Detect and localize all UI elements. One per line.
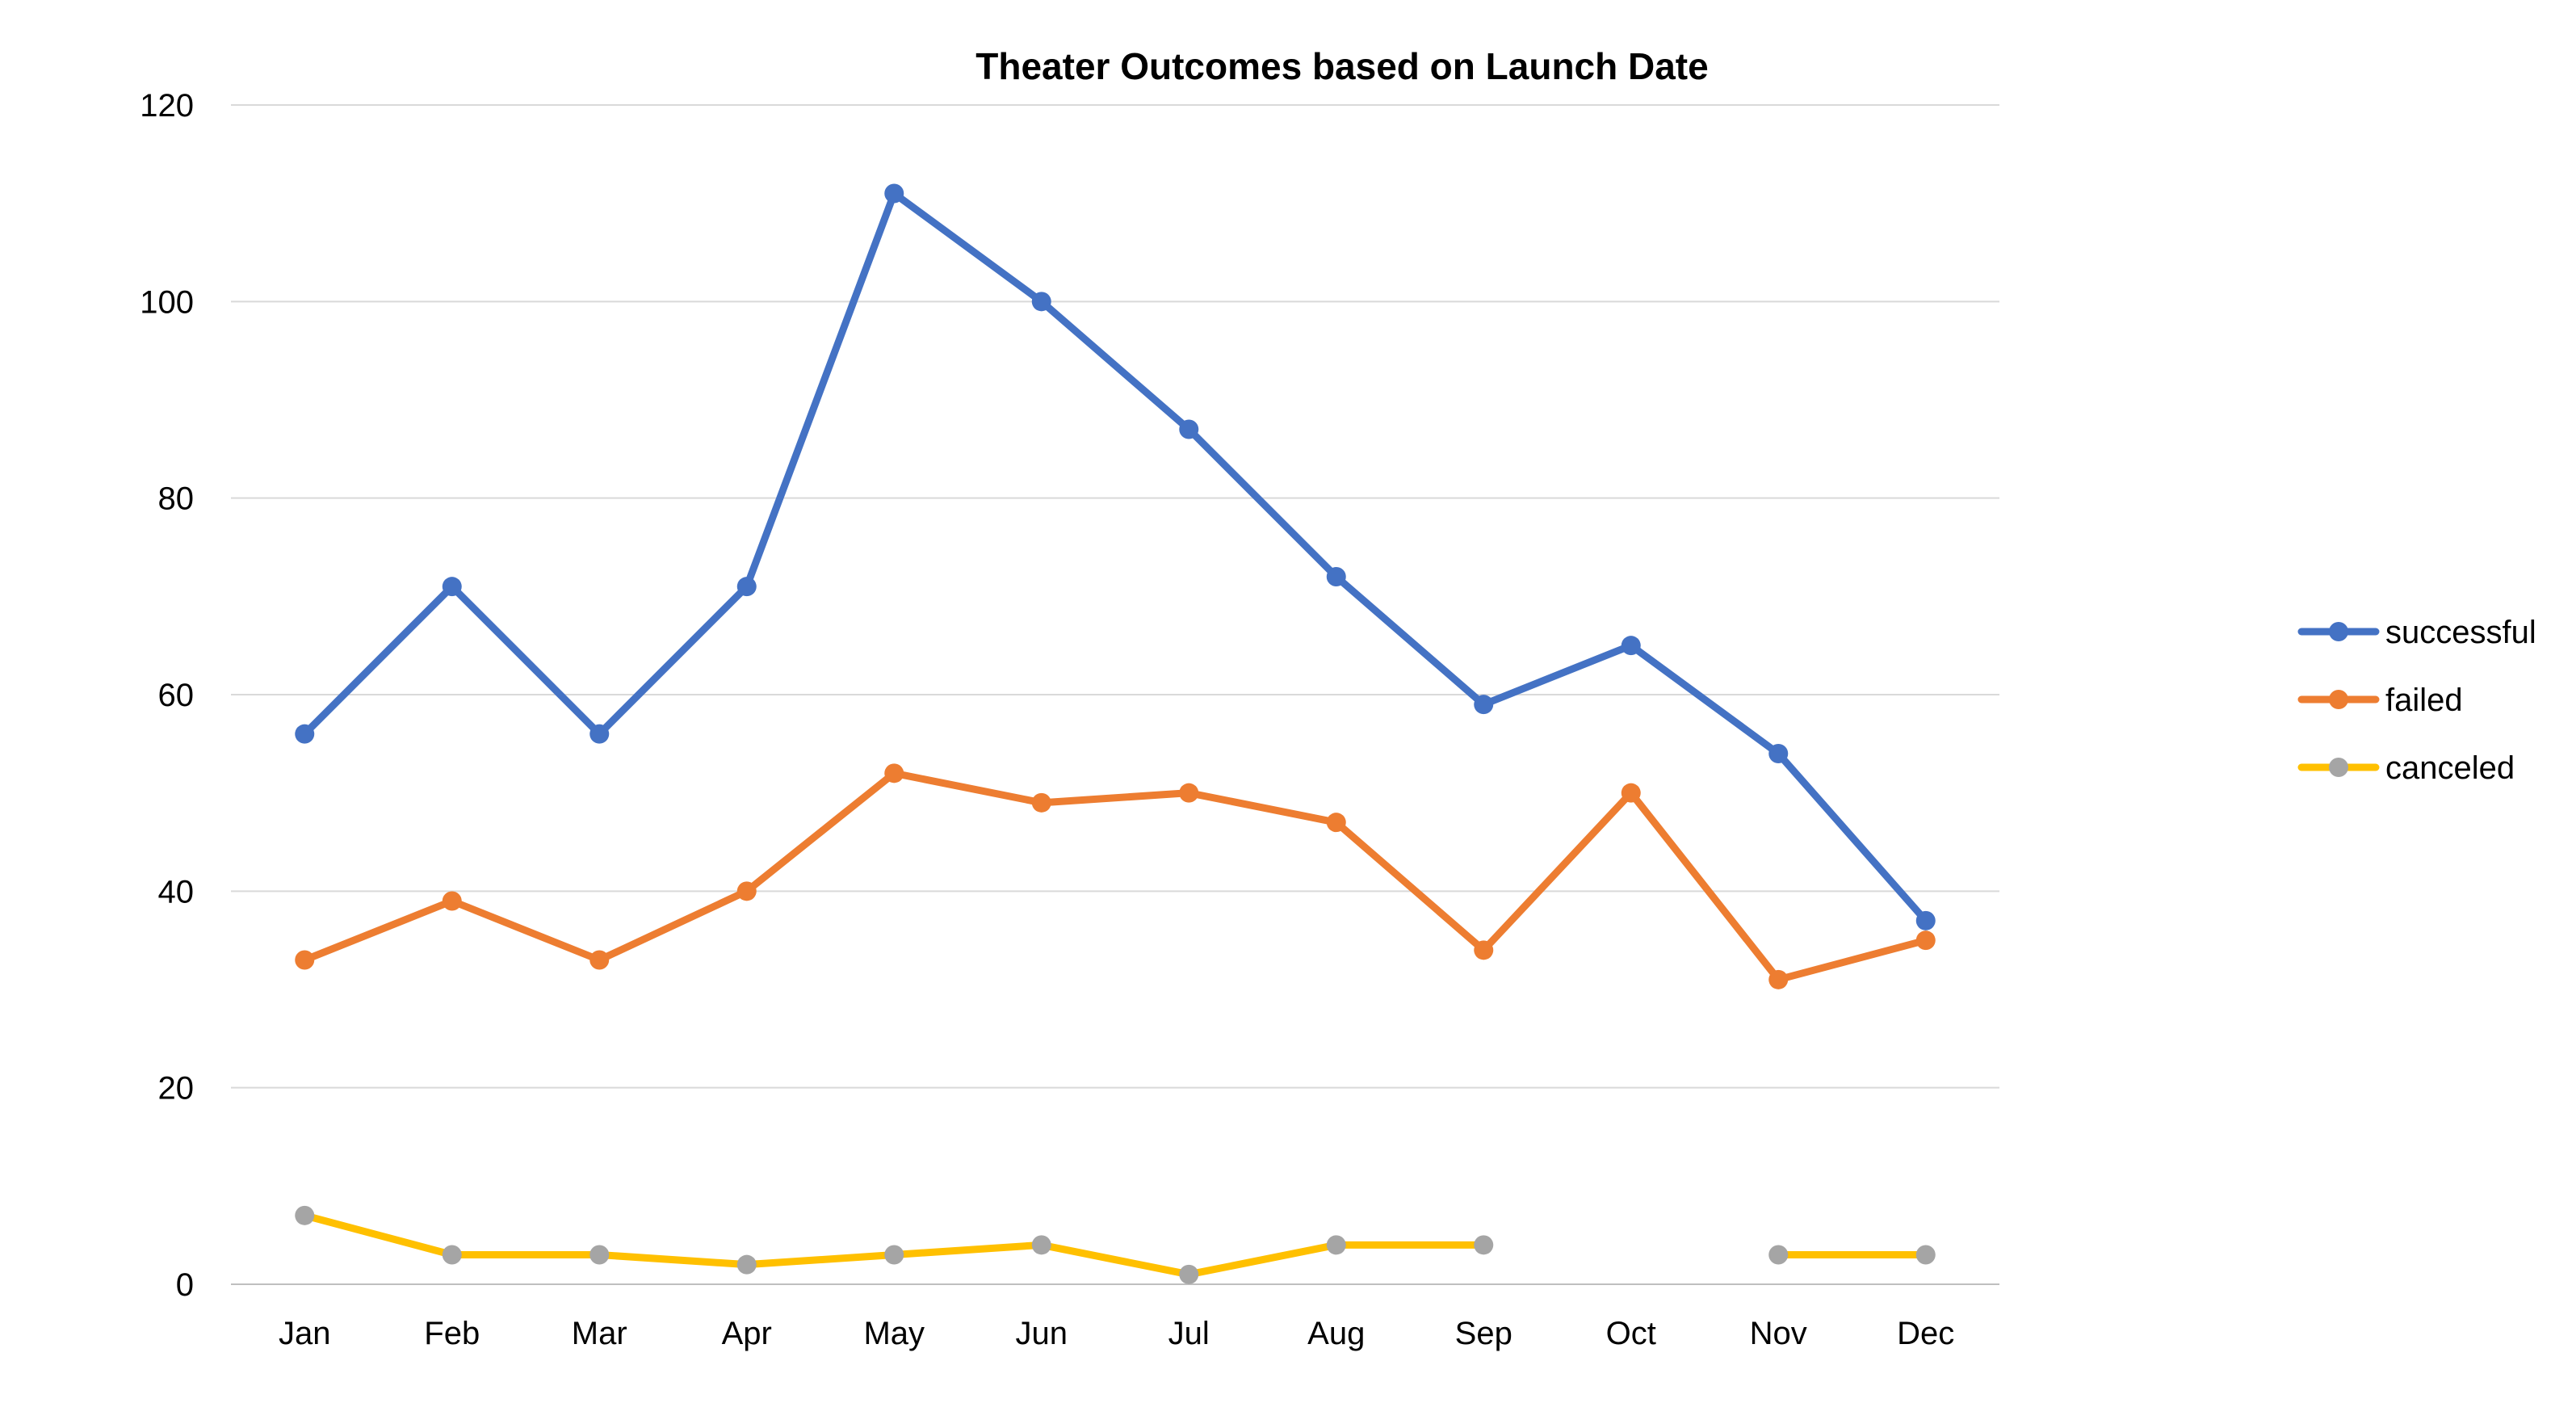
legend-marker — [2329, 758, 2348, 777]
x-tick-label: Sep — [1455, 1316, 1512, 1351]
data-point-successful — [295, 724, 315, 744]
x-tick-label: Nov — [1750, 1316, 1807, 1351]
y-tick-label: 80 — [158, 481, 195, 517]
series-line-successful — [300, 190, 1930, 925]
legend-label: failed — [2385, 683, 2463, 718]
legend-item-canceled: canceled — [2297, 750, 2515, 786]
series-line-failed — [300, 769, 1930, 984]
series-lines — [295, 183, 1936, 1284]
x-tick-label: Jun — [1016, 1316, 1068, 1351]
data-point-successful — [1768, 744, 1789, 763]
data-point-failed — [1768, 969, 1789, 989]
legend: successful failed canceled — [2297, 615, 2536, 786]
data-point-failed — [736, 881, 757, 901]
x-tick-label: Aug — [1307, 1316, 1365, 1351]
data-point-failed — [295, 950, 315, 970]
y-tick-label: 40 — [158, 874, 195, 909]
series-line-canceled — [300, 1212, 1487, 1279]
x-tick-label: Jan — [279, 1316, 331, 1351]
data-point-canceled — [884, 1245, 904, 1265]
x-tick-label: Mar — [572, 1316, 627, 1351]
data-point-failed — [589, 950, 610, 970]
y-tick-label: 100 — [140, 284, 194, 320]
legend-item-failed: failed — [2297, 683, 2463, 718]
data-point-canceled — [1915, 1245, 1936, 1265]
data-point-successful — [1474, 695, 1494, 715]
data-point-canceled — [295, 1205, 315, 1225]
data-point-successful — [1031, 292, 1051, 312]
data-point-successful — [884, 183, 904, 204]
data-point-canceled — [442, 1245, 462, 1265]
data-point-failed — [1915, 930, 1936, 951]
gridlines — [231, 104, 1999, 1285]
legend-marker — [2329, 622, 2348, 641]
data-point-failed — [1621, 783, 1641, 803]
data-point-canceled — [1326, 1235, 1346, 1255]
data-point-failed — [442, 891, 462, 911]
data-point-failed — [884, 763, 904, 783]
data-point-canceled — [1179, 1264, 1199, 1284]
data-point-successful — [736, 577, 757, 597]
data-point-failed — [1326, 813, 1346, 833]
series-successful — [295, 183, 1936, 930]
y-tick-label: 60 — [158, 678, 195, 713]
data-point-successful — [1621, 636, 1641, 656]
data-point-canceled — [1768, 1245, 1789, 1265]
data-point-canceled — [1474, 1235, 1494, 1255]
data-point-failed — [1179, 783, 1199, 803]
data-point-successful — [589, 724, 610, 744]
legend-label: canceled — [2385, 750, 2515, 786]
y-tick-label: 0 — [176, 1267, 194, 1303]
data-point-canceled — [1031, 1235, 1051, 1255]
x-tick-label: Jul — [1168, 1316, 1210, 1351]
y-tick-label: 20 — [158, 1071, 195, 1107]
series-canceled — [295, 1205, 1936, 1284]
data-point-successful — [1326, 567, 1346, 586]
x-tick-label: Dec — [1897, 1316, 1954, 1351]
series-failed — [295, 763, 1936, 989]
data-point-successful — [442, 577, 462, 597]
x-tick-label: Oct — [1606, 1316, 1656, 1351]
data-point-failed — [1474, 940, 1494, 960]
x-tick-label: Apr — [722, 1316, 772, 1351]
data-point-canceled — [736, 1254, 757, 1275]
axes: 0 20 40 60 80 100 120 Jan Feb Mar Apr May Jun Jul Aug S… — [140, 88, 1954, 1351]
chart-title: Theater Outcomes based on Launch Date — [975, 45, 1708, 87]
data-point-failed — [1031, 792, 1051, 813]
legend-label: successful — [2385, 615, 2536, 650]
y-tick-label: 120 — [140, 88, 194, 124]
x-tick-label: May — [863, 1316, 925, 1351]
legend-item-successful: successful — [2297, 615, 2536, 650]
data-point-canceled — [589, 1245, 610, 1265]
legend-marker — [2329, 690, 2348, 709]
data-point-successful — [1915, 910, 1936, 930]
x-tick-label: Feb — [424, 1316, 480, 1351]
data-point-successful — [1179, 419, 1199, 439]
